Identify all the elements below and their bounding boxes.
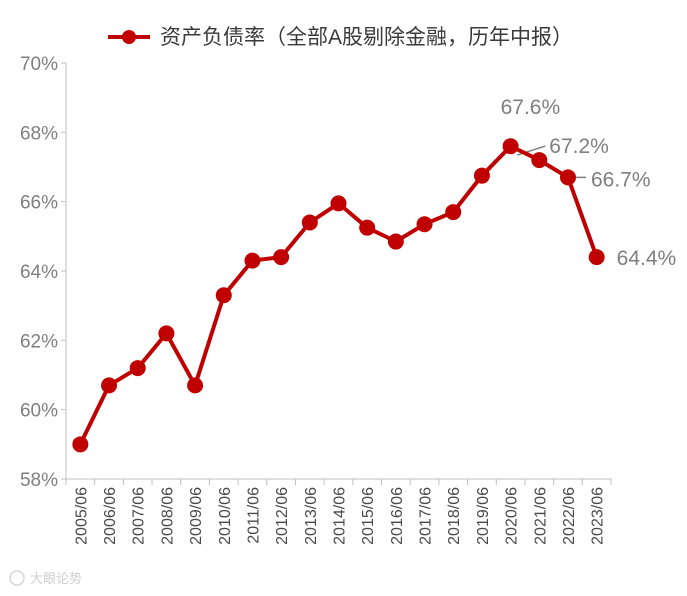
watermark: 大眼论势 xyxy=(9,570,82,586)
series-line xyxy=(78,144,599,447)
data-point xyxy=(72,436,89,453)
x-tick-label: 2012/06 xyxy=(274,487,291,545)
axes: 58% 60% 62% 64% 66% 68% 70% 2005/06 2006/06 2007/… xyxy=(20,54,612,545)
x-tick-label: 2007/06 xyxy=(131,487,148,545)
y-tick-label: 68% xyxy=(20,123,58,144)
data-point xyxy=(387,233,404,250)
y-tick-label: 64% xyxy=(20,262,58,283)
data-point xyxy=(445,204,462,221)
data-point xyxy=(301,214,318,231)
y-tick-label: 62% xyxy=(20,331,58,352)
data-label: 64.4% xyxy=(617,247,677,270)
x-tick-label: 2010/06 xyxy=(217,487,234,545)
data-point xyxy=(531,152,548,169)
watermark-logo-icon xyxy=(9,570,25,586)
legend-label: 资产负债率（全部A股剔除金融，历年中报） xyxy=(160,26,573,49)
watermark-text: 大眼论势 xyxy=(30,571,82,586)
data-label: 67.2% xyxy=(549,135,609,158)
data-labels: 67.6% 67.2% 66.7% 64.4% xyxy=(501,96,677,270)
x-tick-label: 2014/06 xyxy=(332,487,349,545)
y-tick-label: 70% xyxy=(20,54,58,75)
data-label: 67.6% xyxy=(501,96,561,119)
data-label: 66.7% xyxy=(591,168,651,191)
legend: 资产负债率（全部A股剔除金融，历年中报） xyxy=(108,26,573,49)
x-tick-label: 2011/06 xyxy=(245,487,262,544)
x-tick-label: 2021/06 xyxy=(532,487,549,545)
x-tick-label: 2009/06 xyxy=(188,487,205,545)
data-point xyxy=(129,360,146,377)
x-tick-label: 2006/06 xyxy=(102,487,119,545)
data-point xyxy=(559,169,576,186)
data-point xyxy=(473,167,490,184)
data-point xyxy=(187,377,204,394)
legend-dot-marker xyxy=(122,30,136,44)
y-tick-label: 58% xyxy=(20,470,58,491)
data-point xyxy=(416,216,433,233)
x-tick-label: 2018/06 xyxy=(446,487,463,545)
data-point xyxy=(101,377,118,394)
y-tick-label: 60% xyxy=(20,401,58,422)
y-tick-label: 66% xyxy=(20,193,58,214)
x-tick-label: 2005/06 xyxy=(73,487,90,545)
data-point xyxy=(215,287,232,304)
data-point xyxy=(330,195,347,212)
x-tick-label: 2019/06 xyxy=(475,487,492,545)
x-tick-label: 2022/06 xyxy=(561,487,578,545)
x-tick-label: 2015/06 xyxy=(360,487,377,545)
data-point xyxy=(359,219,376,236)
series-line-group xyxy=(72,138,605,453)
data-point xyxy=(588,249,605,266)
data-point xyxy=(158,325,175,342)
x-tick-label: 2017/06 xyxy=(418,487,435,545)
x-tick-label: 2013/06 xyxy=(303,487,320,545)
data-point xyxy=(273,249,290,266)
data-point xyxy=(244,252,261,269)
x-tick-label: 2020/06 xyxy=(504,487,521,545)
x-tick-label: 2023/06 xyxy=(590,487,607,545)
data-point xyxy=(502,138,519,155)
x-tick-label: 2008/06 xyxy=(159,487,176,545)
x-tick-label: 2016/06 xyxy=(389,487,406,545)
